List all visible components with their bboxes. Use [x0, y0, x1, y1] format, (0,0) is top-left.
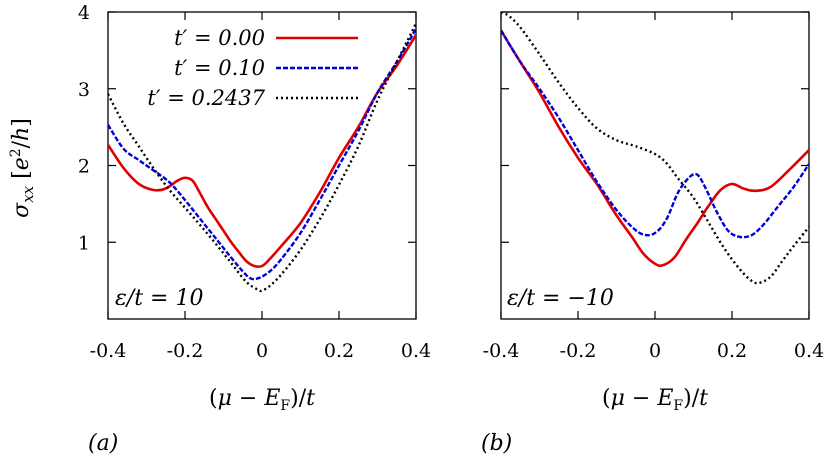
annotation-a: ε/t = 10 — [115, 286, 203, 311]
panel-b: -0.4 -0.2 0 0.2 0.4 (μ − EF)/t ε/t = −10 (b) — [481, 11, 824, 456]
series-line-b-1 — [501, 29, 809, 239]
panel-label-a: (a) — [88, 431, 118, 456]
x-tick-label-b: 0.2 — [717, 340, 747, 362]
panel-a: -0.4 -0.2 0 0.2 0.4 1 2 3 4 σxx [e2/h] (μ − EF)/… — [8, 2, 431, 456]
series-a — [108, 22, 416, 293]
series-line-a-1 — [108, 28, 416, 281]
annotation-b: ε/t = −10 — [507, 286, 614, 311]
y-tick-label: 2 — [78, 156, 90, 178]
y-axis-label: σxx [e2/h] — [8, 118, 37, 218]
ticks-a: -0.4 -0.2 0 0.2 0.4 1 2 3 4 — [78, 2, 431, 362]
y-tick-label: 3 — [78, 79, 90, 101]
x-tick-label-a: -0.2 — [167, 340, 204, 362]
x-tick-label-b: -0.4 — [483, 340, 520, 362]
legend: t′ = 0.00 t′ = 0.10 t′ = 0.2437 — [147, 26, 358, 110]
y-tick-label: 4 — [78, 2, 90, 24]
legend-label-0: t′ = 0.00 — [174, 26, 265, 50]
series-line-b-0 — [501, 29, 809, 268]
legend-label-1: t′ = 0.10 — [174, 56, 265, 80]
x-tick-label-a: 0.2 — [324, 340, 354, 362]
panel-label-b: (b) — [481, 431, 512, 456]
legend-label-2: t′ = 0.2437 — [147, 86, 265, 110]
x-tick-label-a: 0.4 — [401, 340, 431, 362]
x-tick-label-a: 0 — [256, 340, 268, 362]
series-b — [501, 12, 809, 285]
series-line-a-2 — [108, 22, 416, 293]
x-tick-label-a: -0.4 — [90, 340, 127, 362]
series-line-b-2 — [501, 12, 809, 285]
plot-frame-b — [500, 11, 810, 320]
ticks-b: -0.4 -0.2 0 0.2 0.4 — [483, 11, 824, 362]
x-axis-label-b: (μ − EF)/t — [602, 386, 708, 414]
x-tick-label-b: -0.2 — [560, 340, 597, 362]
x-tick-label-b: 0 — [649, 340, 661, 362]
x-tick-label-b: 0.4 — [794, 340, 824, 362]
y-tick-label: 1 — [78, 232, 90, 254]
x-axis-label-a: (μ − EF)/t — [209, 386, 315, 414]
